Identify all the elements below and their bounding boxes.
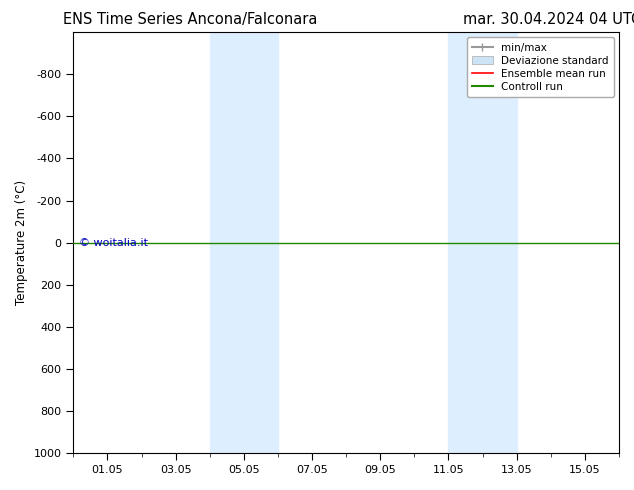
Bar bbox=[448, 32, 517, 453]
Text: ENS Time Series Ancona/Falconara: ENS Time Series Ancona/Falconara bbox=[63, 12, 318, 27]
Text: © woitalia.it: © woitalia.it bbox=[79, 238, 148, 247]
Text: mar. 30.04.2024 04 UTC: mar. 30.04.2024 04 UTC bbox=[463, 12, 634, 27]
Bar bbox=[210, 32, 278, 453]
Legend: min/max, Deviazione standard, Ensemble mean run, Controll run: min/max, Deviazione standard, Ensemble m… bbox=[467, 37, 614, 97]
Y-axis label: Temperature 2m (°C): Temperature 2m (°C) bbox=[15, 180, 28, 305]
